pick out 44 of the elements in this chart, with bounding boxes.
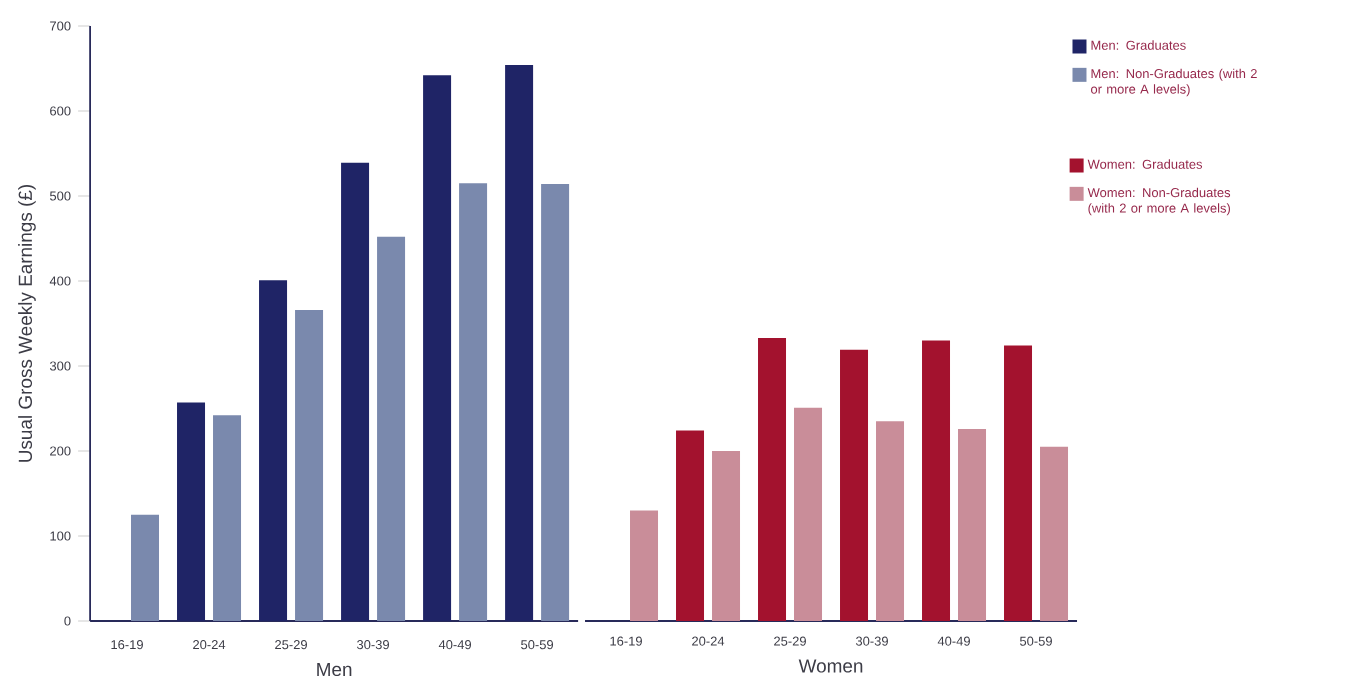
y-tick-label: 0: [64, 616, 71, 626]
legend-label: Men: Graduates: [1091, 40, 1186, 50]
x-tick-label: 30-39: [855, 636, 888, 646]
legend-label: Men: Non-Graduates (with 2 or more A levels): [1091, 68, 1257, 97]
y-tick-label: 100: [50, 531, 71, 541]
x-tick-label: 30-39: [357, 640, 390, 650]
bar: [758, 337, 787, 621]
x-tick-label: 50-59: [521, 640, 554, 650]
y-axis-title: Usual Gross Weekly Earnings (£): [18, 184, 36, 462]
x-axis-title: Men: [317, 662, 352, 677]
y-tick-label: 300: [49, 361, 71, 371]
x-tick-label: 20-24: [193, 640, 226, 650]
bar: [541, 184, 570, 621]
legend-label: Women: Graduates: [1087, 159, 1203, 169]
x-tick-label: 20-24: [692, 636, 725, 646]
x-tick-label: 16-19: [111, 640, 143, 650]
bar: [922, 340, 951, 621]
bar: [958, 428, 987, 621]
bar: [213, 415, 242, 621]
bar: [712, 451, 741, 621]
bar: [377, 236, 406, 621]
bar: [794, 407, 823, 621]
x-tick-label: 25-29: [275, 640, 307, 650]
bar: [840, 349, 869, 621]
bar: [1004, 345, 1033, 621]
y-tick-label: 600: [50, 106, 71, 116]
legend-label: Women: Non-Graduates (with 2 or more A levels): [1087, 187, 1231, 216]
bar: [676, 430, 705, 621]
y-tick-label: 400: [49, 276, 71, 286]
x-tick-label: 25-29: [774, 636, 806, 646]
y-tick-label: 500: [49, 191, 71, 201]
bar: [459, 183, 488, 621]
x-tick-label: 50-59: [1019, 636, 1052, 646]
y-tick-label: 200: [50, 446, 71, 456]
x-tick-label: 40-49: [937, 636, 970, 646]
bar: [876, 421, 905, 621]
x-axis-title: Women: [798, 659, 863, 673]
y-tick-label: 700: [50, 21, 71, 31]
bar: [630, 510, 659, 621]
bar: [1040, 446, 1069, 621]
x-tick-label: 16-19: [610, 636, 642, 646]
x-tick-label: 40-49: [438, 640, 472, 650]
bar: [131, 514, 160, 621]
bar: [295, 309, 324, 621]
